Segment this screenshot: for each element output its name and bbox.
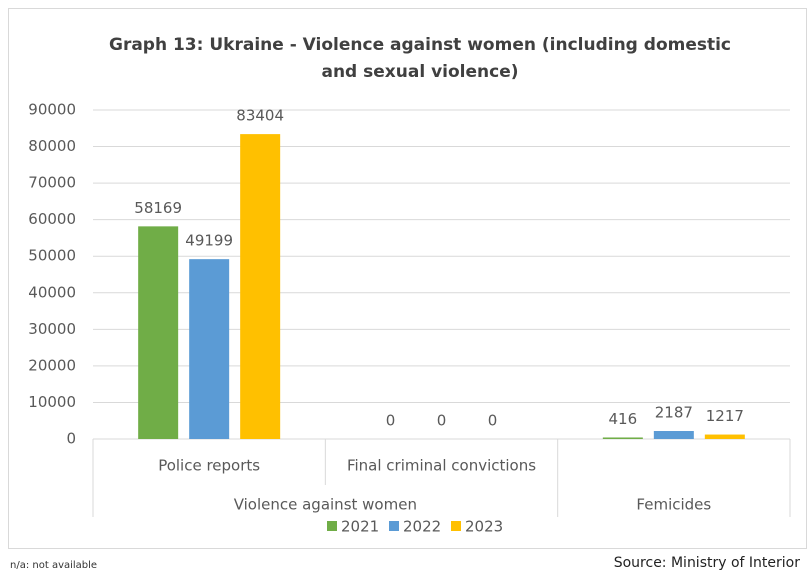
legend-swatch	[389, 521, 399, 531]
y-tick-label: 70000	[28, 174, 76, 192]
legend-label: 2021	[341, 518, 379, 536]
data-label: 0	[386, 412, 396, 430]
bar	[653, 431, 694, 439]
y-tick-label: 30000	[28, 320, 76, 338]
group-label: Femicides	[636, 496, 711, 514]
y-tick-label: 80000	[28, 137, 76, 155]
y-tick-label: 10000	[28, 393, 76, 411]
data-label: 49199	[185, 232, 233, 250]
data-label: 2187	[655, 404, 693, 422]
y-tick-label: 50000	[28, 247, 76, 265]
x-tick-label: Police reports	[158, 457, 260, 475]
bar	[138, 226, 179, 439]
data-label: 0	[488, 412, 498, 430]
chart-title: Graph 13: Ukraine - Violence against wom…	[109, 35, 731, 55]
note: n/a: not available	[10, 560, 97, 571]
y-tick-label: 90000	[28, 101, 76, 119]
legend-label: 2023	[465, 518, 503, 536]
bar	[189, 259, 230, 439]
legend-swatch	[327, 521, 337, 531]
y-tick-label: 20000	[28, 356, 76, 374]
y-tick-label: 40000	[28, 283, 76, 301]
bar	[704, 434, 745, 439]
y-tick-label: 0	[66, 430, 76, 448]
y-tick-label: 60000	[28, 210, 76, 228]
bar	[240, 134, 281, 439]
bar	[602, 437, 643, 439]
x-tick-label: Final criminal convictions	[347, 457, 536, 475]
chart-title: and sexual violence)	[321, 62, 518, 82]
source: Source: Ministry of Interior	[614, 555, 801, 571]
data-label: 416	[609, 410, 638, 428]
data-label: 83404	[236, 107, 284, 125]
data-label: 58169	[134, 199, 182, 217]
legend-label: 2022	[403, 518, 441, 536]
data-label: 0	[437, 412, 447, 430]
group-label: Violence against women	[234, 496, 417, 514]
legend-swatch	[451, 521, 461, 531]
data-label: 1217	[706, 407, 744, 425]
